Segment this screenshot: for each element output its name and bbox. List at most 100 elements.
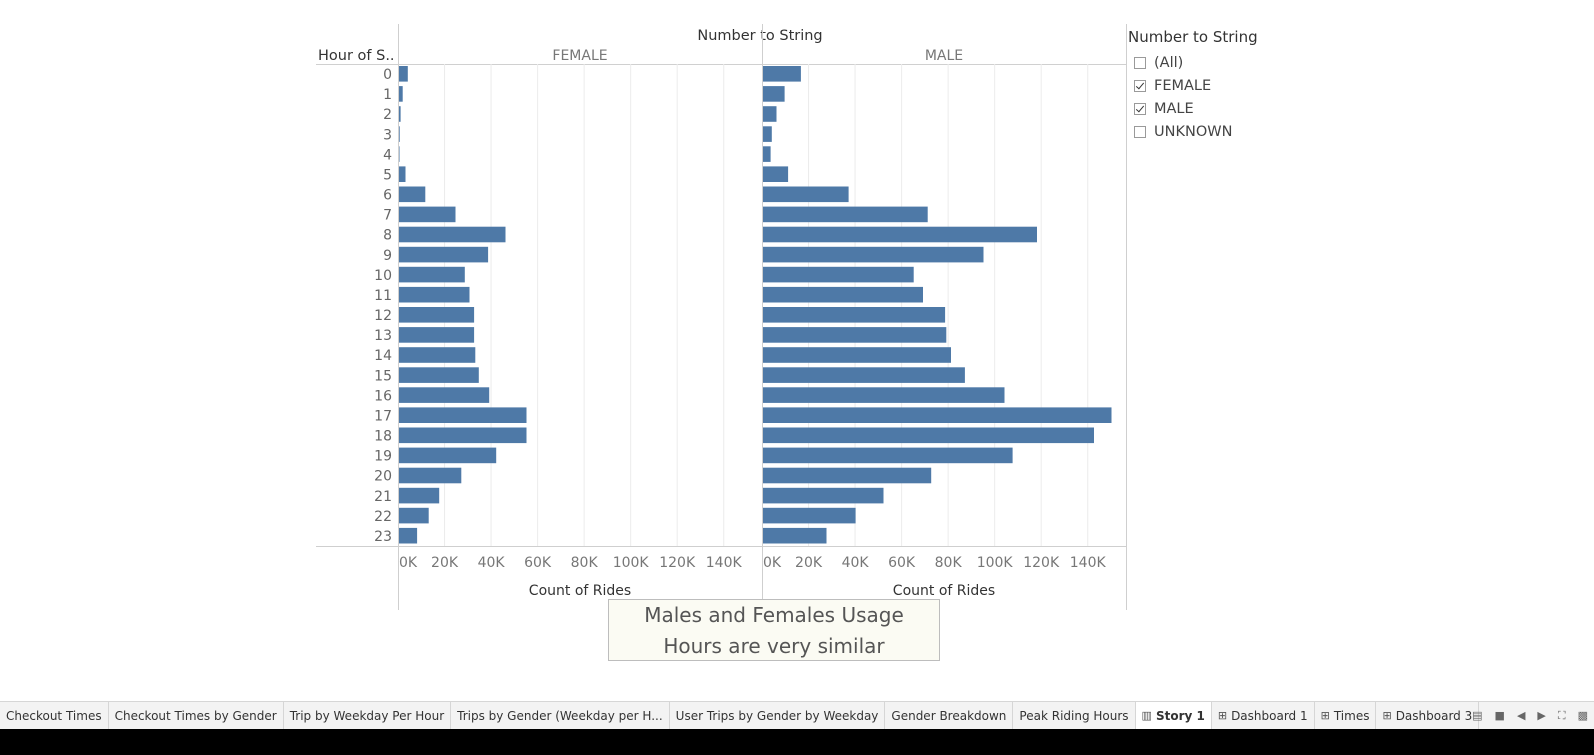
prev-icon[interactable]: ◀: [1516, 709, 1526, 722]
x-tick-label: 140K: [1070, 555, 1107, 571]
checkbox-icon[interactable]: [1134, 102, 1146, 115]
panel-header-female: FEMALE: [552, 48, 607, 64]
bar-male-20: [762, 467, 932, 484]
y-tick-label: 15: [374, 368, 392, 384]
fullscreen-icon[interactable]: ⛶: [1557, 708, 1566, 722]
legend-item-male[interactable]: MALE: [1128, 97, 1328, 120]
tab-label: Dashboard 1: [1231, 708, 1308, 723]
x-tick-label: 0K: [763, 555, 782, 571]
tab-gender-breakdown[interactable]: Gender Breakdown: [885, 702, 1014, 729]
bar-male-12: [762, 307, 946, 323]
x-tick-label: 80K: [571, 555, 599, 571]
caption-line-1: Males and Females Usage: [644, 603, 904, 627]
y-tick-label: 10: [374, 268, 392, 284]
bar-female-2: [398, 106, 401, 122]
bar-male-19: [762, 447, 1013, 464]
tab-story-1[interactable]: ▥ Story 1: [1135, 702, 1212, 729]
bar-male-21: [762, 487, 884, 504]
tab-label: Trips by Gender (Weekday per H...: [457, 708, 663, 723]
tab-label: Dashboard 3: [1395, 708, 1473, 723]
bar-male-15: [762, 367, 965, 383]
tab-label: Story 1: [1155, 708, 1205, 723]
grid-icon: ⊞: [1320, 709, 1330, 722]
bar-male-13: [762, 327, 947, 343]
tab-trip-by-weekday-per-hour[interactable]: Trip by Weekday Per Hour: [284, 702, 452, 729]
y-tick-label: 6: [383, 188, 392, 204]
checkbox-icon[interactable]: [1134, 56, 1146, 69]
bar-female-15: [398, 367, 479, 383]
tab-checkout-times-by-gender[interactable]: Checkout Times by Gender: [109, 702, 284, 729]
tab-dashboard-3[interactable]: ⊞ Dashboard 3: [1376, 702, 1480, 729]
next-icon[interactable]: ▶: [1537, 709, 1546, 722]
bar-female-20: [398, 467, 462, 484]
y-tick-label: 7: [383, 208, 392, 224]
bar-male-5: [762, 166, 789, 182]
present-icon[interactable]: ▩: [1577, 709, 1588, 722]
bar-male-11: [762, 286, 923, 303]
tab-user-trips-by-gender-by-weekday[interactable]: User Trips by Gender by Weekday: [670, 702, 886, 729]
y-tick-label: 11: [374, 288, 392, 304]
checkbox-icon[interactable]: [1134, 125, 1146, 138]
y-tick-label: 2: [383, 107, 392, 123]
tab-checkout-times[interactable]: Checkout Times: [0, 702, 109, 729]
bar-female-19: [398, 447, 497, 464]
bar-female-14: [398, 347, 476, 363]
tab-trips-by-gender-weekday-per-h[interactable]: Trips by Gender (Weekday per H...: [451, 702, 670, 729]
nav-controls: ▤ ■ ◀ ▶ ⛶ ▩: [1472, 702, 1594, 729]
bar-male-16: [762, 387, 1005, 403]
y-tick-label: 19: [374, 449, 392, 465]
legend-item-unknown[interactable]: UNKNOWN: [1128, 120, 1328, 143]
bar-female-18: [398, 427, 527, 444]
bar-male-2: [762, 106, 777, 122]
panel-header-male: MALE: [925, 48, 963, 64]
bar-female-12: [398, 307, 475, 323]
x-tick-label: 20K: [431, 555, 459, 571]
bar-female-6: [398, 186, 426, 203]
bar-male-6: [762, 186, 849, 203]
legend-item-label: UNKNOWN: [1154, 123, 1233, 140]
x-tick-label: 60K: [524, 555, 552, 571]
bar-male-9: [762, 246, 984, 263]
legend-item-label: MALE: [1154, 100, 1194, 117]
y-tick-label: 12: [374, 308, 392, 324]
bar-female-9: [398, 246, 489, 263]
y-tick-label: 0: [383, 67, 392, 83]
bar-female-1: [398, 86, 403, 102]
y-tick-label: 17: [374, 409, 392, 425]
bar-male-17: [762, 407, 1112, 423]
bar-male-7: [762, 206, 928, 223]
x-tick-label: 120K: [1023, 555, 1060, 571]
tab-label: Checkout Times: [6, 708, 102, 723]
bar-female-17: [398, 407, 527, 423]
bar-male-1: [762, 86, 785, 102]
legend-item-female[interactable]: FEMALE: [1128, 74, 1328, 97]
bar-female-0: [398, 66, 408, 82]
tab-dashboard-1[interactable]: ⊞ Dashboard 1: [1212, 702, 1315, 729]
tab-peak-riding-hours[interactable]: Peak Riding Hours: [1013, 702, 1136, 729]
bar-female-21: [398, 487, 440, 504]
y-tick-label: 9: [383, 248, 392, 264]
bar-male-22: [762, 507, 856, 524]
grid-icon: ⊞: [1217, 709, 1228, 722]
bar-male-8: [762, 226, 1037, 243]
bar-female-5: [398, 166, 406, 182]
bar-male-3: [762, 126, 772, 142]
bar-female-16: [398, 387, 490, 403]
grid-icon: ⊞: [1382, 709, 1392, 722]
filmstrip-icon[interactable]: ▤: [1472, 709, 1483, 722]
filter-legend: Number to String (All) FEMALE MALE UNKNOWN: [1128, 28, 1328, 143]
bar-male-14: [762, 347, 951, 363]
tab-label: Gender Breakdown: [891, 708, 1007, 723]
y-tick-label: 14: [374, 348, 392, 364]
checkbox-icon[interactable]: [1134, 79, 1146, 92]
tab-times[interactable]: ⊞ Times: [1315, 702, 1377, 729]
square-icon[interactable]: ■: [1494, 709, 1505, 722]
bar-female-8: [398, 226, 506, 243]
bar-male-0: [762, 66, 801, 82]
x-tick-label: 40K: [478, 555, 506, 571]
x-axis-title: Count of Rides: [893, 583, 995, 599]
bar-female-11: [398, 286, 470, 303]
legend-item-all[interactable]: (All): [1128, 51, 1328, 74]
y-tick-label: 4: [383, 147, 392, 163]
y-tick-label: 1: [383, 87, 392, 103]
